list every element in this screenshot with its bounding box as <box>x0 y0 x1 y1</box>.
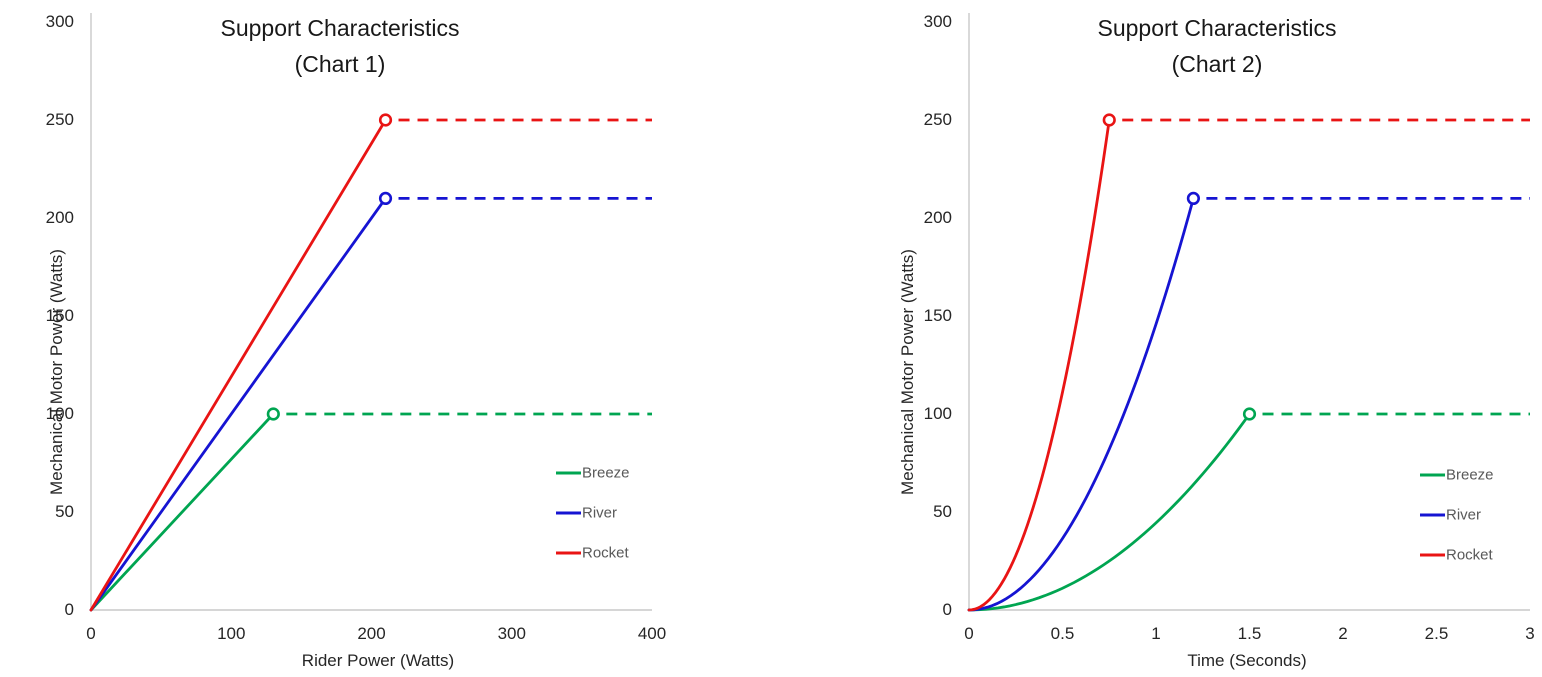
chart1-y-tick-label: 250 <box>45 110 74 129</box>
chart2-y-tick-label: 300 <box>923 12 952 31</box>
chart1-y-tick-label: 150 <box>45 306 74 325</box>
chart1-y-tick-label: 300 <box>45 12 74 31</box>
chart1-y-tick-label: 0 <box>64 600 74 619</box>
rocket-line-swatch-icon <box>556 551 581 555</box>
chart1-series-rocket-cap-marker <box>378 113 393 127</box>
river-line-swatch-icon <box>556 511 581 515</box>
chart1-series-breeze-cap-marker <box>266 407 280 421</box>
chart1-y-tick-label: 200 <box>45 208 74 227</box>
chart1-legend-item-rocket: Rocket <box>556 545 629 562</box>
chart2-legend-item-rocket: Rocket <box>1420 547 1493 564</box>
chart2-y-axis-title: Mechanical Motor Power (Watts) <box>898 249 917 495</box>
chart1-y-tick-label: 50 <box>55 502 74 521</box>
chart1-series-river-ramp-line <box>89 197 387 612</box>
chart2-y-tick-label: 250 <box>923 110 952 129</box>
chart1-x-tick-label: 0 <box>86 624 96 643</box>
legend-label: River <box>582 504 618 522</box>
chart2-series-river-ramp-line <box>967 197 1195 612</box>
chart2-x-tick-label: 2 <box>1338 624 1348 643</box>
legend-label: River <box>1446 506 1482 524</box>
chart1-x-tick-label: 300 <box>497 624 526 643</box>
breeze-line-swatch-icon <box>556 471 581 475</box>
chart2-series-rocket-cap-marker <box>1102 113 1116 127</box>
chart1-x-tick-label: 200 <box>357 624 386 643</box>
rocket-line-swatch-icon <box>1420 553 1445 557</box>
chart2-y-tick-label: 200 <box>923 208 952 227</box>
chart2-series-river-cap-marker <box>1186 191 1200 205</box>
chart1-title: Support Characteristics (Chart 1) <box>220 10 459 82</box>
chart2-x-tick-label: 1.5 <box>1237 624 1262 643</box>
river-line-swatch-icon <box>1420 513 1445 517</box>
chart2-y-tick-label: 100 <box>923 404 952 423</box>
chart2-x-axis-title: Time (Seconds) <box>1187 651 1307 670</box>
chart2-legend-item-river: River <box>1420 507 1481 524</box>
chart1-y-axis-title: Mechanical Motor Power (Watts) <box>47 249 66 495</box>
chart2-y-tick-label: 50 <box>933 502 952 521</box>
chart1-legend-item-river: River <box>556 505 617 522</box>
chart2-title-line1: Support Characteristics <box>1097 15 1337 41</box>
chart2-title-line2: (Chart 2) <box>1171 51 1263 77</box>
legend-label: Rocket <box>1446 546 1493 564</box>
chart1-series-breeze-ramp-line <box>89 412 275 612</box>
chart2-x-tick-label: 0.5 <box>1050 624 1075 643</box>
chart2-x-tick-label: 0 <box>964 624 974 643</box>
chart2-title: Support Characteristics (Chart 2) <box>1097 10 1336 82</box>
chart1-y-tick-label: 100 <box>45 404 74 423</box>
chart2-series-breeze-ramp-line <box>967 412 1251 612</box>
chart1-x-tick-label: 100 <box>217 624 246 643</box>
chart2-y-tick-label: 150 <box>923 306 952 325</box>
chart2-y-tick-label: 0 <box>942 600 952 619</box>
legend-label: Breeze <box>582 464 630 482</box>
chart2-series-breeze-cap-marker <box>1242 407 1257 421</box>
chart2-x-tick-label: 3 <box>1525 624 1535 643</box>
legend-label: Rocket <box>582 544 629 562</box>
legend-label: Breeze <box>1446 466 1494 484</box>
chart1-series-river-cap-marker <box>378 191 393 205</box>
chart1-series-rocket-ramp-line <box>89 118 387 612</box>
chart2-series-rocket-ramp-line <box>967 118 1111 612</box>
breeze-line-swatch-icon <box>1420 473 1445 477</box>
chart2-legend-item-breeze: Breeze <box>1420 467 1494 484</box>
chart1-x-axis-title: Rider Power (Watts) <box>301 651 455 670</box>
chart1-x-tick-label: 400 <box>637 624 667 643</box>
chart2-x-tick-label: 1 <box>1151 624 1161 643</box>
chart2-x-tick-label: 2.5 <box>1424 624 1449 643</box>
chart1-title-line2: (Chart 1) <box>294 51 386 77</box>
chart1-legend-item-breeze: Breeze <box>556 465 630 482</box>
chart1-title-line1: Support Characteristics <box>220 15 460 41</box>
